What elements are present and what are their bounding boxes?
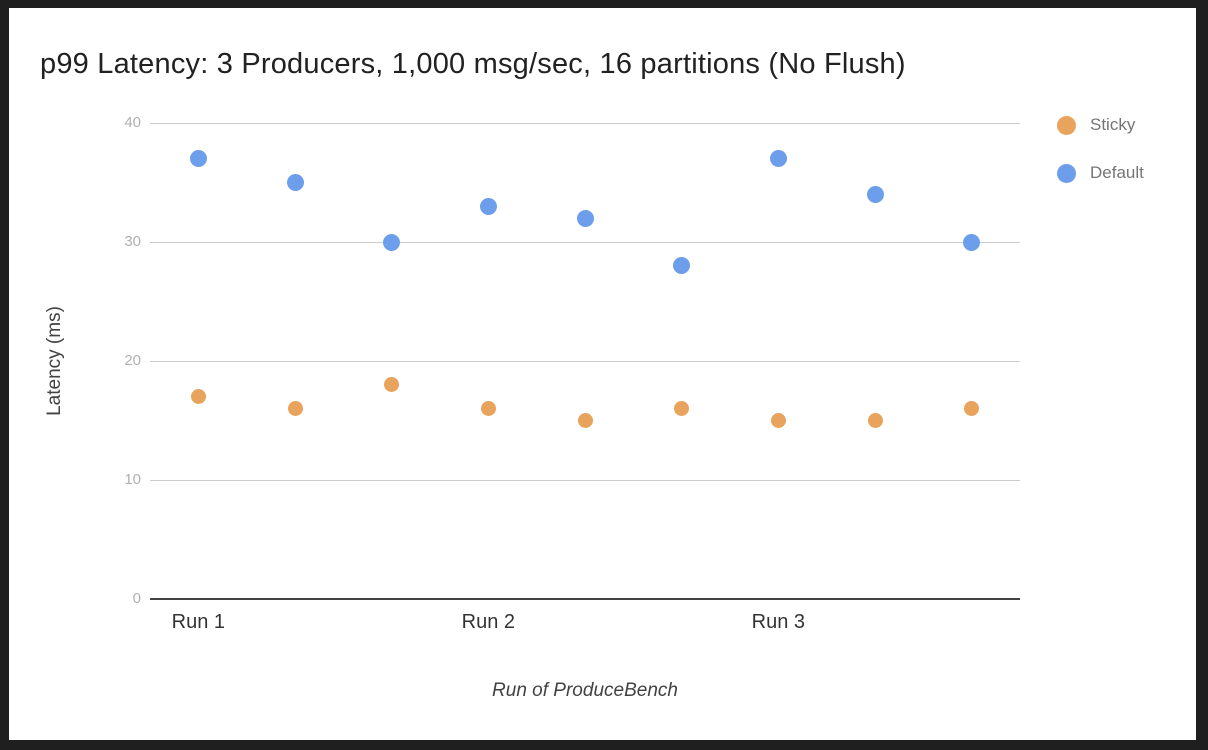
data-point-default <box>383 233 401 251</box>
data-point-default <box>576 209 594 227</box>
data-point-default <box>673 257 691 275</box>
x-category-label: Run 3 <box>751 611 806 633</box>
y-axis-title: Latency (ms) <box>44 306 65 416</box>
data-point-default <box>479 197 497 215</box>
data-point-default <box>189 150 207 168</box>
legend: Sticky Default <box>1057 115 1144 211</box>
legend-dot-icon <box>1057 163 1076 183</box>
gridline <box>150 360 1020 362</box>
data-point-default <box>769 150 787 168</box>
data-point-sticky <box>480 401 496 417</box>
data-point-sticky <box>964 401 980 417</box>
legend-label: Sticky <box>1090 115 1136 134</box>
data-point-default <box>866 185 884 203</box>
gridline <box>150 122 1020 124</box>
y-tick-label: 40 <box>124 114 141 131</box>
data-point-default <box>963 233 981 251</box>
plot-area: 0 10 20 30 40 Run 1 Run 2 Run 3 <box>124 114 1020 633</box>
data-point-sticky <box>770 413 786 428</box>
gridline <box>150 241 1020 243</box>
y-tick-label: 30 <box>124 233 141 250</box>
x-axis-line <box>150 598 1020 600</box>
y-tick-label: 20 <box>124 352 141 369</box>
data-point-default <box>286 174 304 191</box>
data-point-sticky <box>577 413 593 428</box>
data-point-sticky <box>674 401 690 417</box>
data-point-sticky <box>384 377 400 393</box>
data-point-sticky <box>287 401 303 417</box>
gridline <box>150 479 1020 481</box>
x-category-label: Run 1 <box>171 611 226 633</box>
legend-item-sticky: Sticky <box>1057 115 1144 135</box>
data-point-sticky <box>190 389 206 405</box>
legend-label: Default <box>1090 163 1144 182</box>
chart-card: p99 Latency: 3 Producers, 1,000 msg/sec,… <box>9 8 1196 740</box>
y-tick-label: 0 <box>132 590 141 607</box>
legend-item-default: Default <box>1057 163 1144 183</box>
x-category-label: Run 2 <box>461 611 516 633</box>
y-tick-label: 10 <box>124 471 141 488</box>
data-point-sticky <box>867 413 883 428</box>
legend-dot-icon <box>1057 115 1076 135</box>
x-axis-title: Run of ProduceBench <box>492 680 678 701</box>
chart-title: p99 Latency: 3 Producers, 1,000 msg/sec,… <box>40 48 906 80</box>
